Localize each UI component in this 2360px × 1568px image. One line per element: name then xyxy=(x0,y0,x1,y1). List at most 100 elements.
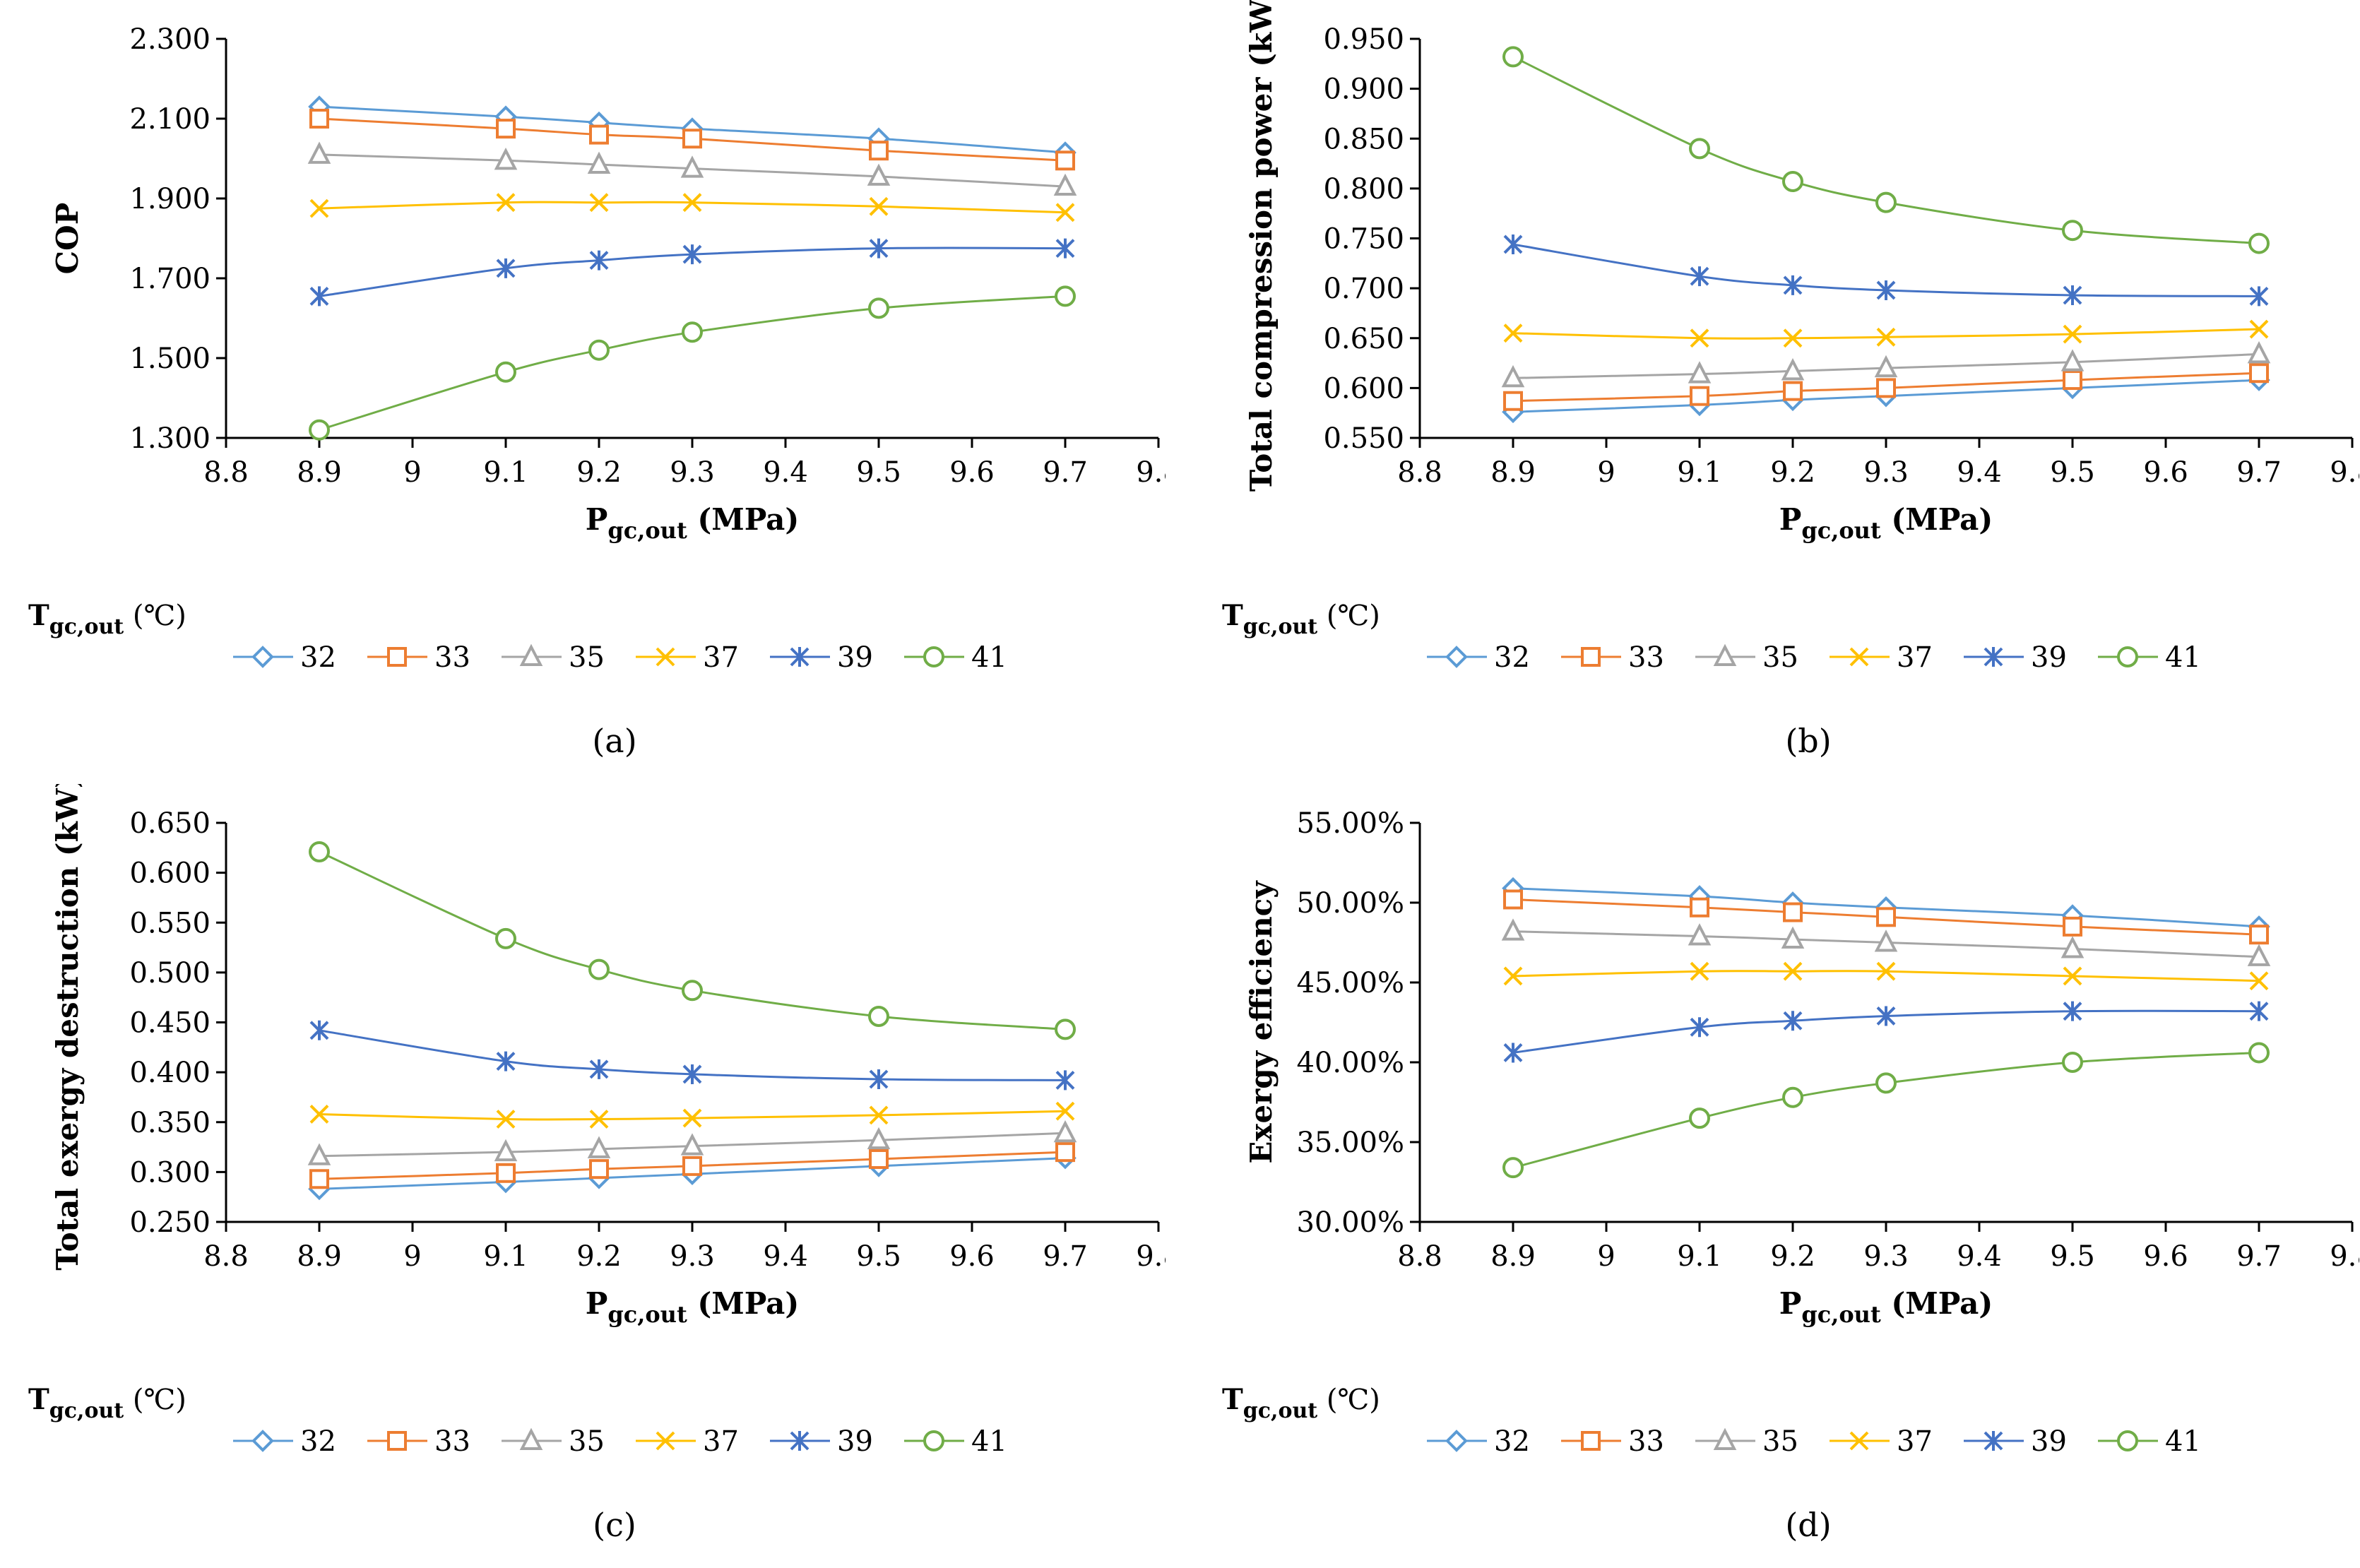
data-point-b-39 xyxy=(2249,286,2269,307)
data-point-d-35 xyxy=(1688,923,1712,946)
x-tick-label-b: 9.4 xyxy=(1957,456,2002,489)
series-d-41 xyxy=(1502,1042,2270,1179)
data-point-c-41 xyxy=(588,958,610,980)
series-line-a-32 xyxy=(319,105,1066,154)
data-point-b-41 xyxy=(2248,232,2270,254)
data-point-a-33 xyxy=(1055,150,1075,171)
legend-title-unit-d: (℃) xyxy=(1317,1384,1380,1416)
x-tick-label-b: 9.7 xyxy=(2236,456,2282,489)
x-tick-label-d: 9.6 xyxy=(2143,1240,2188,1273)
legend-marker-b-39 xyxy=(1984,647,2003,667)
legend-title-main-b: T xyxy=(1222,599,1243,632)
x-tick-label-a: 9.6 xyxy=(949,456,995,489)
data-point-b-35 xyxy=(1501,364,1525,388)
data-point-c-37 xyxy=(1055,1101,1075,1121)
x-tick-label-a: 8.8 xyxy=(203,456,249,489)
x-tick-label-d: 9 xyxy=(1597,1240,1615,1273)
y-tick-label-c: 0.550 xyxy=(129,907,210,939)
y-tick-label-b: 0.600 xyxy=(1323,372,1404,405)
legend-title-c: Tgc,out (℃) xyxy=(28,1383,186,1423)
data-point-b-41 xyxy=(2062,220,2083,242)
data-point-d-41 xyxy=(1782,1086,1803,1108)
data-point-a-33 xyxy=(589,124,609,145)
legend-item-d-39: 39 xyxy=(1964,1425,2067,1458)
series-c-35 xyxy=(307,1119,1077,1165)
data-point-d-41 xyxy=(1875,1072,1897,1094)
data-point-d-41 xyxy=(1689,1107,1710,1129)
data-point-c-35 xyxy=(587,1136,611,1158)
x-tick-label-b: 9.6 xyxy=(2143,456,2188,489)
y-tick-label-a: 2.300 xyxy=(129,23,210,56)
y-tick-label-b: 0.700 xyxy=(1323,273,1404,305)
y-tick-label-c: 0.300 xyxy=(129,1156,210,1189)
data-point-d-35 xyxy=(2247,944,2271,966)
legend-label-a-41: 41 xyxy=(971,641,1007,674)
legend-title-sub-d: gc,out xyxy=(1243,1398,1318,1423)
chart-d-svg: 30.00% 35.00% 40.00% 45.00% 50.00% 55.00% 8.8 8… xyxy=(1222,807,2360,1544)
legend-item-c-39: 39 xyxy=(770,1425,873,1458)
x-axis-title-sub-d: gc,out xyxy=(1801,1301,1881,1328)
legend-title-main-d: T xyxy=(1222,1383,1243,1416)
legend-title-main-c: T xyxy=(28,1383,49,1416)
data-point-b-39 xyxy=(1783,275,1803,295)
x-axis-title-sub-c: gc,out xyxy=(607,1301,687,1328)
x-tick-label-c: 9.7 xyxy=(1043,1240,1088,1273)
y-tick-label-b: 0.850 xyxy=(1323,123,1404,155)
legend-title-sub-c: gc,out xyxy=(49,1398,124,1423)
legend-item-b-35: 35 xyxy=(1695,641,1798,674)
series-line-b-33 xyxy=(1512,372,2260,403)
legend-marker-b-33 xyxy=(1581,647,1601,667)
legend-title-a: Tgc,out (℃) xyxy=(28,599,186,639)
caption-c: (c) xyxy=(593,1506,636,1544)
series-line-a-37 xyxy=(319,201,1066,214)
legend-item-a-39: 39 xyxy=(770,641,873,674)
data-point-d-39 xyxy=(2063,1001,2082,1021)
x-tick-label-d: 9.2 xyxy=(1770,1240,1815,1273)
legend-marker-d-32 xyxy=(1445,1430,1468,1452)
data-point-d-41 xyxy=(1502,1157,1524,1179)
caption-b: (b) xyxy=(1785,722,1831,760)
legend-label-d-41: 41 xyxy=(2165,1425,2201,1458)
series-b-35 xyxy=(1501,341,2271,388)
y-tick-label-b: 0.900 xyxy=(1323,73,1404,106)
data-point-c-33 xyxy=(309,1169,329,1189)
data-point-c-39 xyxy=(869,1069,889,1090)
data-point-d-35 xyxy=(1781,926,1805,949)
legend-marker-c-33 xyxy=(387,1431,407,1451)
data-point-a-37 xyxy=(1055,203,1075,222)
series-line-c-32 xyxy=(319,1157,1066,1190)
series-line-a-39 xyxy=(319,247,1066,297)
legend-marker-c-37 xyxy=(656,1431,675,1451)
data-point-c-37 xyxy=(309,1105,329,1124)
legend-item-c-33: 33 xyxy=(367,1425,470,1458)
legend-marker-a-39 xyxy=(790,647,810,667)
data-point-c-35 xyxy=(680,1133,704,1156)
legend-marker-c-35 xyxy=(519,1427,543,1450)
caption-a: (a) xyxy=(592,722,636,760)
legend-item-b-32: 32 xyxy=(1427,641,1530,674)
x-axis-title-unit-c: (MPa) xyxy=(687,1286,800,1321)
x-tick-label-a: 9.5 xyxy=(856,456,901,489)
data-point-a-35 xyxy=(307,141,331,164)
legend-title-unit-b: (℃) xyxy=(1317,600,1380,632)
data-point-a-41 xyxy=(588,339,610,361)
chart-panel-c: 0.250 0.300 0.350 0.400 0.450 0.500 0.550 0.600… xyxy=(0,774,1181,1564)
data-point-b-35 xyxy=(1874,355,1898,378)
x-tick-label-b: 9.5 xyxy=(2050,456,2095,489)
data-point-a-37 xyxy=(496,193,516,213)
legend-marker-c-39 xyxy=(790,1431,810,1451)
legend-label-a-33: 33 xyxy=(434,641,470,674)
y-tick-label-d: 35.00% xyxy=(1296,1127,1404,1159)
legend-label-b-37: 37 xyxy=(1897,641,1933,674)
data-point-a-37 xyxy=(309,198,329,218)
series-line-d-32 xyxy=(1512,887,2260,928)
y-tick-label-d: 40.00% xyxy=(1296,1047,1404,1079)
chart-c-svg: 0.250 0.300 0.350 0.400 0.450 0.500 0.550 0.600… xyxy=(28,774,1181,1544)
x-axis-title-unit-a: (MPa) xyxy=(687,502,800,537)
y-tick-label-c: 0.650 xyxy=(129,807,210,840)
x-axis-title-main-c: P xyxy=(586,1286,608,1321)
legend-title-main-a: T xyxy=(28,599,49,632)
series-line-c-39 xyxy=(319,1029,1066,1081)
data-point-c-39 xyxy=(589,1059,609,1079)
data-point-d-33 xyxy=(2063,916,2082,937)
